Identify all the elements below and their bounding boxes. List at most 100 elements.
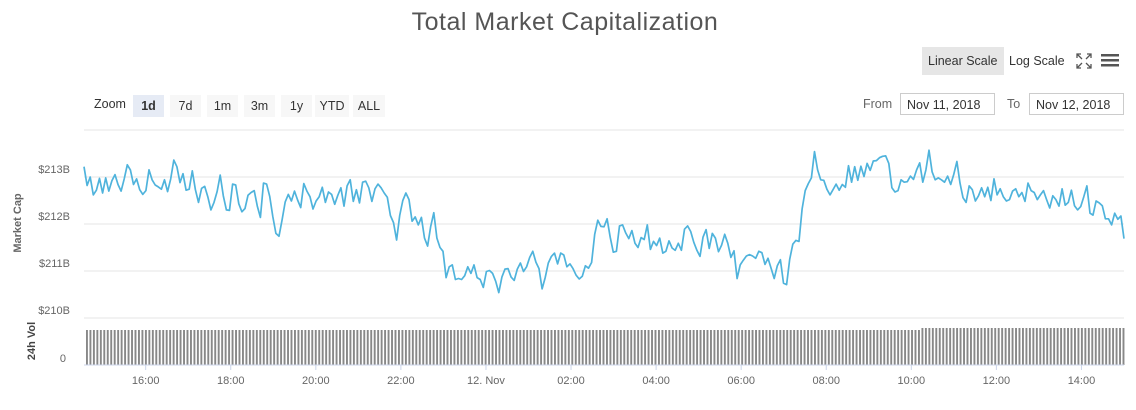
volume-bar: [120, 330, 123, 365]
zoom-all-button[interactable]: ALL: [353, 95, 385, 117]
volume-bar: [498, 330, 501, 365]
volume-bar: [273, 330, 276, 365]
volume-bar: [866, 330, 868, 365]
volume-bar: [869, 330, 872, 365]
volume-bar: [637, 330, 640, 365]
volume-bar: [1039, 328, 1042, 365]
x-tick-label: 08:00: [812, 375, 840, 387]
volume-bar: [276, 330, 279, 365]
zoom-ytd-button[interactable]: YTD: [315, 95, 349, 117]
volume-bar: [1018, 328, 1021, 365]
volume-bar: [210, 330, 213, 365]
volume-bar: [1084, 328, 1087, 365]
volume-bar: [418, 330, 421, 365]
volume-bar: [141, 330, 144, 365]
volume-bar: [1077, 328, 1080, 365]
linear-scale-button[interactable]: Linear Scale: [922, 47, 1004, 75]
zoom-1m-button[interactable]: 1m: [207, 95, 238, 117]
volume-bar: [529, 330, 532, 365]
volume-bar: [196, 330, 199, 365]
zoom-1y-button[interactable]: 1y: [281, 95, 312, 117]
volume-bar: [741, 330, 744, 365]
volume-bar: [1108, 328, 1111, 365]
volume-bar: [935, 328, 938, 365]
volume-bar: [512, 330, 515, 365]
zoom-3m-button[interactable]: 3m: [244, 95, 275, 117]
volume-bar: [155, 330, 158, 365]
volume-bar: [373, 330, 376, 365]
volume-bar: [502, 330, 504, 365]
volume-bar: [491, 330, 494, 365]
volume-bar: [203, 330, 206, 365]
volume-bar: [571, 330, 574, 365]
volume-bar: [1011, 328, 1014, 365]
volume-bar: [110, 330, 113, 365]
volume-bar: [332, 330, 335, 365]
volume-bar: [699, 330, 702, 365]
volume-bar: [179, 330, 182, 365]
volume-bar: [644, 330, 647, 365]
volume-bar: [280, 330, 283, 365]
volume-bar: [165, 330, 168, 365]
zoom-7d-button[interactable]: 7d: [170, 95, 201, 117]
volume-bar: [692, 330, 695, 365]
volume-bar: [453, 330, 456, 365]
volume-bar: [706, 330, 709, 365]
volume-bar: [550, 330, 553, 365]
volume-bar: [86, 330, 88, 365]
volume-bar: [588, 330, 591, 365]
volume-bar: [928, 328, 931, 365]
to-date-input[interactable]: Nov 12, 2018: [1029, 93, 1124, 115]
volume-bar: [1049, 328, 1052, 365]
volume-bar: [1022, 328, 1024, 365]
volume-bar: [931, 328, 934, 365]
volume-bar: [543, 330, 546, 365]
y-tick-label: $213B: [38, 164, 70, 176]
volume-bar: [900, 330, 903, 365]
volume-bar: [1115, 328, 1118, 365]
volume-bar: [682, 330, 685, 365]
volume-bar: [807, 330, 809, 365]
volume-bar: [599, 330, 601, 365]
volume-bar: [983, 328, 986, 365]
zoom-1d-button[interactable]: 1d: [133, 95, 164, 117]
volume-bar: [758, 330, 761, 365]
volume-bar: [924, 328, 927, 365]
volume-bar: [408, 330, 411, 365]
to-label: To: [1007, 97, 1021, 111]
volume-bar: [585, 330, 588, 365]
volume-bar: [734, 330, 737, 365]
volume-bar: [817, 330, 820, 365]
volume-bar: [484, 330, 487, 365]
volume-bar: [713, 330, 716, 365]
hamburger-menu-icon[interactable]: [1101, 53, 1119, 68]
volume-bar: [443, 330, 445, 365]
volume-bar: [404, 330, 407, 365]
volume-bar: [827, 330, 830, 365]
volume-bar: [574, 330, 577, 365]
volume-bar: [730, 330, 733, 365]
volume-bar: [314, 330, 317, 365]
volume-bar: [810, 330, 813, 365]
fullscreen-icon[interactable]: [1076, 53, 1092, 69]
volume-bar: [255, 330, 258, 365]
volume-bar: [148, 330, 151, 365]
volume-bar: [540, 330, 543, 365]
volume-bar: [595, 330, 598, 365]
volume-bar: [349, 330, 352, 365]
volume-bar: [845, 330, 848, 365]
log-scale-button[interactable]: Log Scale: [1009, 54, 1065, 68]
volume-bar: [703, 330, 705, 365]
volume-bar: [938, 328, 941, 365]
volume-bar: [987, 328, 990, 365]
volume-bar: [786, 330, 789, 365]
volume-bar: [755, 330, 757, 365]
volume-bar: [252, 330, 255, 365]
volume-bar: [963, 328, 965, 365]
volume-bar: [904, 330, 907, 365]
from-date-input[interactable]: Nov 11, 2018: [900, 93, 995, 115]
volume-bar: [879, 330, 882, 365]
volume-bar: [169, 330, 172, 365]
y-axis-ticks: $213B $212B $211B $210B: [38, 164, 70, 317]
